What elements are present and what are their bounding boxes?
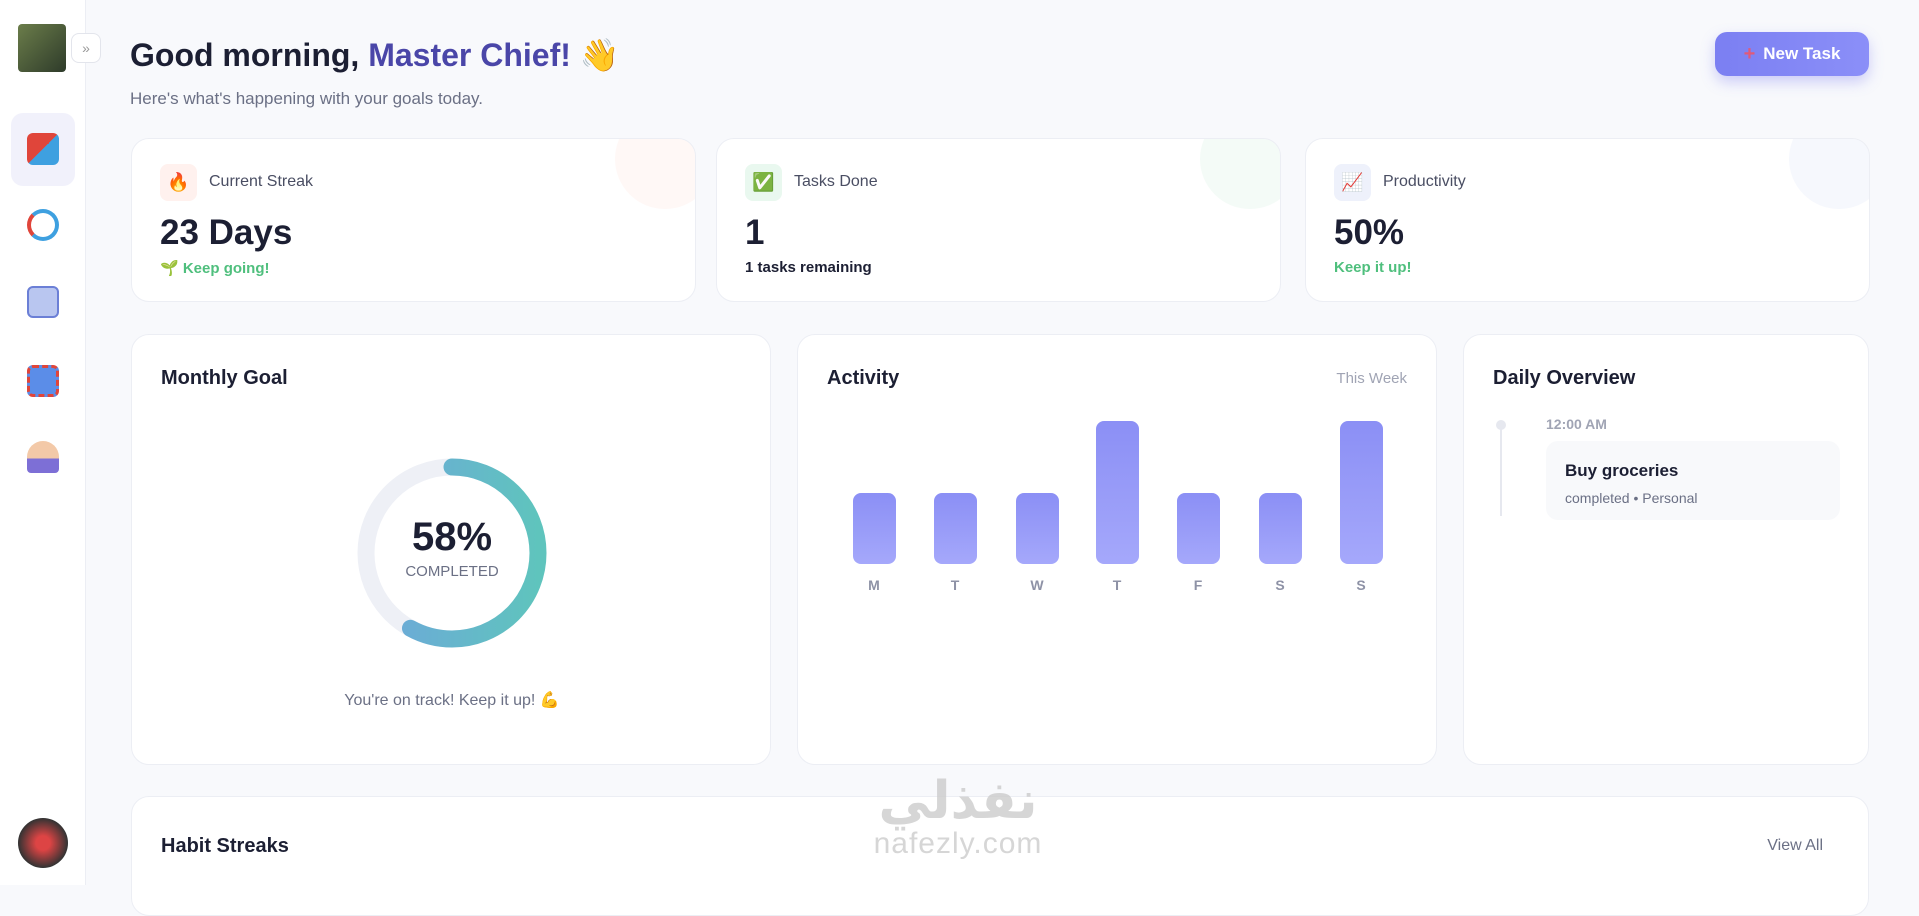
stat-value: 23 Days xyxy=(160,213,293,252)
donut-value: 58% xyxy=(412,515,492,559)
stat-label: Productivity xyxy=(1383,173,1466,190)
donut-caption: COMPLETED xyxy=(405,563,499,580)
page: » Good morning, Master Chief! 👋 Here's w… xyxy=(0,0,1870,916)
nav-goals[interactable] xyxy=(27,365,59,397)
card-title: Daily Overview xyxy=(1493,367,1636,389)
activity-bar xyxy=(1015,492,1059,564)
nav-dashboard[interactable] xyxy=(27,133,59,165)
stat-icon: 📈 xyxy=(1334,164,1371,201)
x-tick-label: T xyxy=(950,577,960,593)
item-time: 12:00 AM xyxy=(1546,416,1607,432)
item-title: Buy groceries xyxy=(1565,461,1679,480)
task-item[interactable]: Buy groceries completed • Personal xyxy=(1546,441,1840,520)
activity-bar xyxy=(1339,421,1383,564)
nav-habits[interactable] xyxy=(27,209,59,241)
stat-note: 1 tasks remaining xyxy=(745,259,872,276)
card-decoration xyxy=(615,139,695,209)
stat-note: Keep it up! xyxy=(1334,259,1412,276)
x-tick-label: S xyxy=(1356,577,1366,593)
daily-overview-card: Daily Overview 12:00 AM Buy groceries co… xyxy=(1463,334,1869,765)
stat-card: 🔥 Current Streak 23 Days 🌱 Keep going! xyxy=(131,138,696,302)
x-tick-label: T xyxy=(1112,577,1122,593)
habit-streaks-card: Habit Streaks View All xyxy=(131,796,1869,916)
stat-label: Tasks Done xyxy=(794,173,878,190)
logo[interactable] xyxy=(18,24,66,72)
activity-bar xyxy=(852,492,896,564)
stat-note: 🌱 Keep going! xyxy=(160,260,270,277)
x-tick-label: F xyxy=(1193,577,1203,593)
nav-tasks[interactable] xyxy=(27,286,59,318)
timeline-line xyxy=(1500,421,1502,516)
activity-bar xyxy=(933,492,977,564)
card-title: Habit Streaks xyxy=(161,835,289,857)
activity-card: Activity This Week M T W T F S S xyxy=(797,334,1437,765)
stat-value: 50% xyxy=(1334,213,1405,252)
donut-arc xyxy=(357,458,547,648)
stat-value: 1 xyxy=(745,213,765,252)
goal-note: You're on track! Keep it up! 💪 xyxy=(344,692,560,709)
nav-profile[interactable] xyxy=(27,441,59,473)
stat-icon: 🔥 xyxy=(160,164,197,201)
stat-icon: ✅ xyxy=(745,164,782,201)
range-label[interactable]: This Week xyxy=(1336,370,1407,387)
stat-label: Current Streak xyxy=(209,173,314,190)
x-tick-label: W xyxy=(1030,577,1044,593)
timeline-dot xyxy=(1496,420,1506,430)
card-title: Monthly Goal xyxy=(161,367,288,389)
new-task-button[interactable]: + New Task xyxy=(1715,32,1869,76)
user-avatar[interactable] xyxy=(18,818,68,868)
wave-emoji: 👋 xyxy=(579,37,620,73)
sidebar: » xyxy=(0,0,101,885)
collapse-button[interactable]: » xyxy=(71,33,101,63)
activity-bar xyxy=(1176,492,1220,564)
card-decoration xyxy=(1789,139,1869,209)
donut-chart: 58% COMPLETED xyxy=(357,458,547,648)
view-all-link[interactable]: View All xyxy=(1767,837,1823,854)
item-meta: completed • Personal xyxy=(1565,490,1698,506)
greeting-title: Good morning, Master Chief! 👋 xyxy=(130,36,620,74)
plus-icon: + xyxy=(1743,42,1756,65)
activity-bar xyxy=(1258,492,1302,564)
x-tick-label: M xyxy=(868,577,880,593)
stat-card: 📈 Productivity 50% Keep it up! xyxy=(1305,138,1870,302)
x-tick-label: S xyxy=(1275,577,1285,593)
greeting: Good morning, xyxy=(130,37,360,73)
user-name: Master Chief! xyxy=(368,37,571,73)
card-title: Activity xyxy=(827,367,900,389)
monthly-goal-card: Monthly Goal 58% COMPLETED You're on tra… xyxy=(131,334,771,765)
activity-bar xyxy=(1095,421,1139,564)
card-decoration xyxy=(1200,139,1280,209)
stat-card: ✅ Tasks Done 1 1 tasks remaining xyxy=(716,138,1281,302)
subtitle: Here's what's happening with your goals … xyxy=(130,89,483,108)
button-label: New Task xyxy=(1763,44,1841,63)
